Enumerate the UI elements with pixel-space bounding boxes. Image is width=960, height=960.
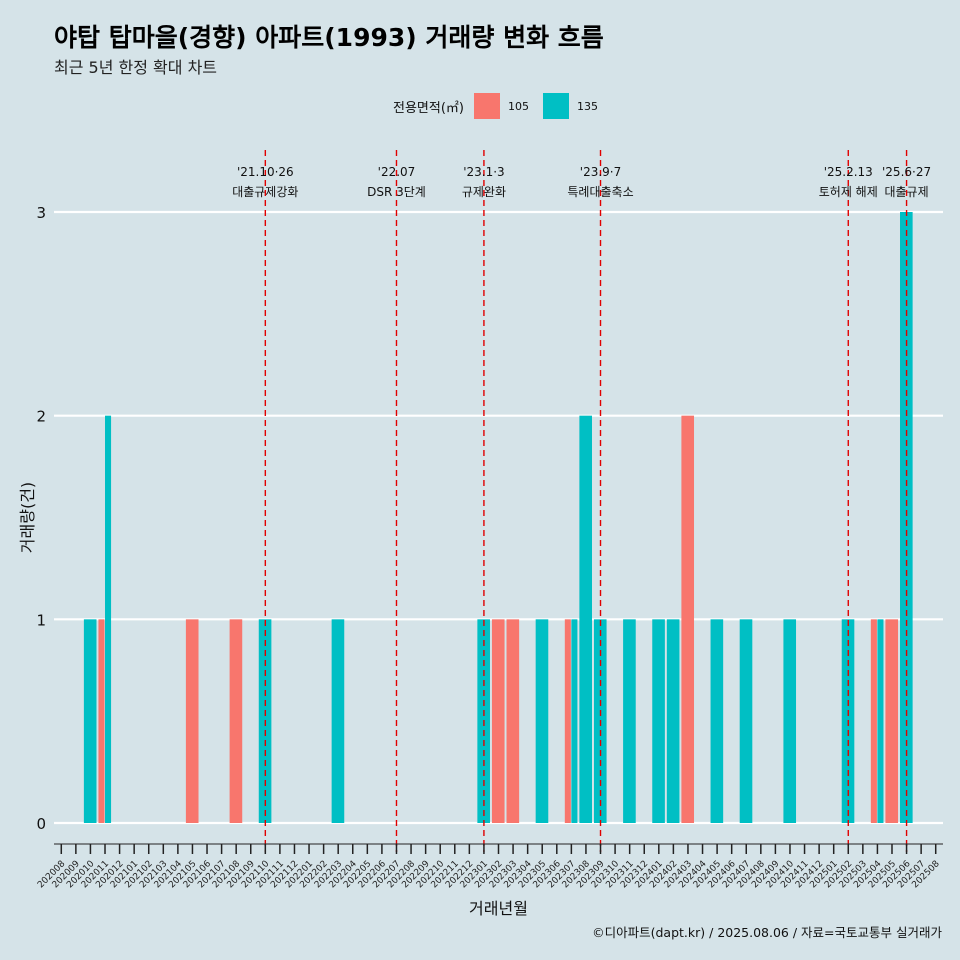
bar-135-202506 bbox=[900, 212, 913, 823]
bar-105-202303 bbox=[506, 619, 520, 823]
bar-105-202504 bbox=[870, 619, 877, 823]
legend: 전용면적(㎡) 105 135 bbox=[393, 93, 612, 119]
x-axis-title: 거래년월 bbox=[469, 899, 528, 918]
event-date: '25.6·27 bbox=[882, 165, 931, 179]
event-label: DSR 3단계 bbox=[367, 185, 426, 199]
y-tick-label: 3 bbox=[36, 204, 46, 222]
bar-135-202410 bbox=[783, 619, 797, 823]
bar-135-202010 bbox=[83, 619, 97, 823]
bar-135-202504 bbox=[877, 619, 884, 823]
y-axis-title: 거래량(건) bbox=[18, 482, 37, 553]
bar-105-202505 bbox=[885, 619, 899, 823]
bar-135-202407 bbox=[739, 619, 753, 823]
event-date: '22.07 bbox=[378, 165, 416, 179]
y-tick-label: 0 bbox=[36, 815, 46, 833]
bar-135-202311 bbox=[623, 619, 636, 823]
bar-135-202307 bbox=[571, 619, 578, 823]
chart-subtitle: 최근 5년 한정 확대 차트 bbox=[54, 58, 218, 77]
bar-105-202108 bbox=[229, 619, 243, 823]
y-tick-label: 2 bbox=[36, 408, 46, 426]
bar-105-202307 bbox=[564, 619, 571, 823]
legend-key-135 bbox=[542, 93, 569, 119]
bar-135-202203 bbox=[331, 619, 345, 823]
source-caption: ©디아파트(dapt.kr) / 2025.08.06 / 자료=국토교통부 실… bbox=[592, 925, 942, 940]
legend-label-105: 105 bbox=[507, 99, 529, 113]
event-date: '23.9·7 bbox=[580, 165, 621, 179]
bar-135-202401 bbox=[652, 619, 665, 823]
event-date: '25.2.13 bbox=[824, 165, 873, 179]
y-tick-label: 1 bbox=[36, 611, 46, 629]
chart-title: 야탑 탑마을(경향) 아파트(1993) 거래량 변화 흐름 bbox=[54, 23, 604, 52]
bar-135-202405 bbox=[710, 619, 724, 823]
event-label: 대출규제강화 bbox=[232, 185, 298, 199]
event-label: 특례대출축소 bbox=[567, 185, 633, 199]
bar-135-202305 bbox=[535, 619, 549, 823]
event-date: '21.10·26 bbox=[237, 165, 294, 179]
bar-105-202403 bbox=[681, 415, 695, 823]
legend-key-105 bbox=[473, 93, 500, 119]
event-label: 대출규제 bbox=[884, 185, 928, 199]
bar-135-202402 bbox=[666, 619, 680, 823]
bar-135-202011 bbox=[105, 415, 112, 823]
bar-105-202302 bbox=[491, 619, 505, 823]
bar-135-202308 bbox=[579, 415, 593, 823]
legend-label-135: 135 bbox=[576, 99, 598, 113]
event-date: '23.1·3 bbox=[463, 165, 504, 179]
event-label: 규제완화 bbox=[462, 185, 506, 199]
event-label: 토허제 해제 bbox=[819, 185, 878, 199]
bar-105-202011 bbox=[98, 619, 105, 823]
bar-105-202105 bbox=[185, 619, 199, 823]
legend-title: 전용면적(㎡) bbox=[393, 100, 464, 116]
